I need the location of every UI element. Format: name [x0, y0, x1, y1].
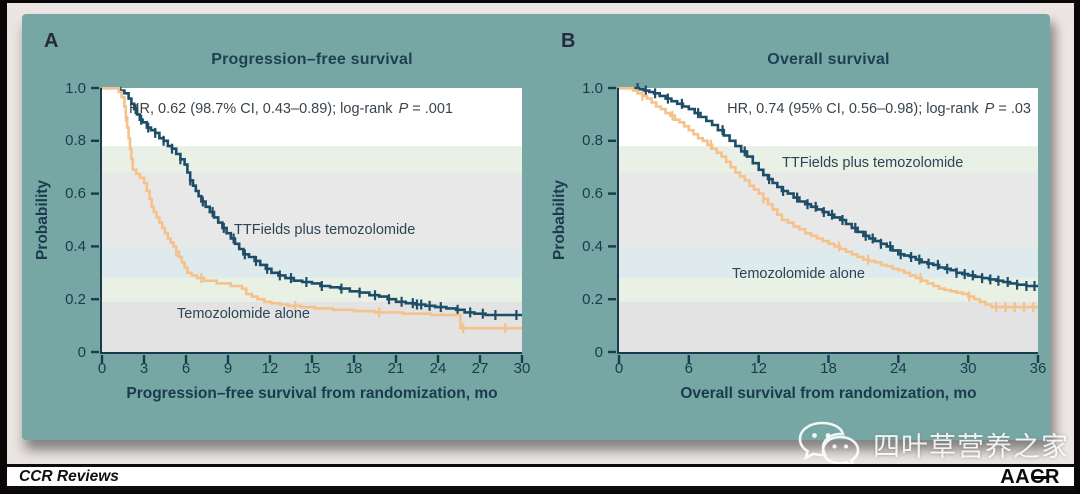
panel-a-x-axis-label: Progression–free survival from randomiza…	[126, 385, 498, 402]
x-tick-label: 12	[750, 360, 767, 377]
y-tick-label: 0.2	[582, 290, 603, 308]
journal-name: CCR Reviews	[19, 468, 119, 485]
p-symbol: P	[984, 101, 995, 117]
background-band	[619, 301, 1038, 352]
background-band	[102, 146, 522, 173]
x-tick-label: 30	[513, 360, 531, 377]
x-tick-label: 3	[139, 360, 149, 377]
y-tick-label: 1.0	[582, 79, 603, 97]
y-tick-label: 0.8	[582, 132, 603, 150]
panel-b-title: Overall survival	[767, 51, 890, 68]
panel-b-x-axis-label: Overall survival from randomization, mo	[680, 385, 977, 402]
series-label-ttfields: TTFields plus temozolomide	[234, 222, 416, 238]
km-curve-ttfields	[102, 86, 522, 317]
x-tick-label: 0	[97, 360, 107, 377]
panel-a-letter: A	[44, 30, 59, 52]
y-tick-label: 0	[594, 343, 603, 361]
figure-card: A Progression–free survival HR, 0.62 (98…	[22, 14, 1050, 440]
y-tick-label: 0.6	[582, 185, 603, 203]
background-band	[102, 301, 522, 352]
x-tick-label: 6	[181, 360, 191, 377]
x-tick-label: 36	[1029, 360, 1047, 377]
wechat-watermark: 四叶草营养之家	[795, 419, 1069, 469]
p-symbol: P	[398, 101, 409, 117]
y-tick-label: 0.4	[65, 237, 86, 255]
panel-a-hr-annotation: HR, 0.62 (98.7% CI, 0.43–0.89); log-rank…	[129, 101, 453, 117]
background-band	[619, 172, 1038, 247]
x-tick-label: 12	[261, 360, 279, 377]
footer-bar: CCR Reviews AACR	[7, 464, 1074, 491]
x-tick-label: 15	[303, 360, 321, 377]
x-tick-label: 6	[684, 360, 693, 377]
panel-b-letter: B	[561, 30, 576, 52]
x-tick-label: 0	[614, 360, 624, 377]
p-value: = .001	[408, 101, 453, 117]
background-band	[102, 278, 522, 302]
background-band	[102, 88, 522, 147]
km-plot-canvas	[91, 86, 524, 363]
background-band	[619, 88, 1038, 147]
x-tick-label: 9	[223, 360, 233, 377]
panel-b-plot: B Overall survival HR, 0.74 (95% CI, 0.5…	[551, 30, 1046, 402]
panel-a-plot: A Progression–free survival HR, 0.62 (98…	[34, 30, 530, 402]
series-label-ttfields: TTFields plus temozolomide	[782, 155, 964, 171]
x-tick-label: 18	[820, 360, 837, 377]
series-label-temozolomide: Temozolomide alone	[732, 266, 865, 282]
panel-b-hr-annotation: HR, 0.74 (95% CI, 0.56–0.98); log-rank P …	[727, 101, 1031, 117]
km-plot-canvas	[608, 83, 1040, 363]
watermark-text: 四叶草营养之家	[873, 431, 1069, 462]
hr-text: HR, 0.62 (98.7% CI, 0.43–0.89); log-rank	[129, 101, 393, 117]
hr-text: HR, 0.74 (95% CI, 0.56–0.98); log-rank	[727, 101, 979, 117]
y-tick-label: 0.4	[582, 237, 603, 255]
y-tick-label: 0.8	[65, 132, 86, 150]
aacr-logo-bar	[1033, 476, 1047, 479]
wechat-icon	[798, 421, 860, 468]
y-tick-label: 0.2	[65, 290, 86, 308]
x-tick-label: 24	[429, 360, 447, 377]
x-tick-label: 30	[959, 360, 977, 377]
km-curve-temozolomide	[619, 86, 1038, 309]
km-curve-temozolomide	[102, 86, 522, 330]
aacr-logo: AACR	[1000, 466, 1060, 489]
background-band	[102, 172, 522, 247]
x-tick-label: 18	[345, 360, 363, 377]
background-band	[102, 246, 522, 279]
y-tick-label: 1.0	[65, 79, 86, 97]
y-tick-label: 0	[77, 343, 86, 361]
panel-a-title: Progression–free survival	[211, 51, 413, 68]
background-band	[619, 146, 1038, 173]
x-tick-label: 24	[889, 360, 907, 377]
series-label-temozolomide: Temozolomide alone	[177, 306, 310, 322]
x-tick-label: 27	[471, 360, 489, 377]
x-tick-label: 21	[387, 360, 405, 377]
aacr-logo-text: AACR	[1000, 466, 1060, 488]
y-tick-label: 0.6	[65, 185, 86, 203]
p-value: = .03	[994, 101, 1031, 117]
page-background: A Progression–free survival HR, 0.62 (98…	[7, 3, 1074, 491]
